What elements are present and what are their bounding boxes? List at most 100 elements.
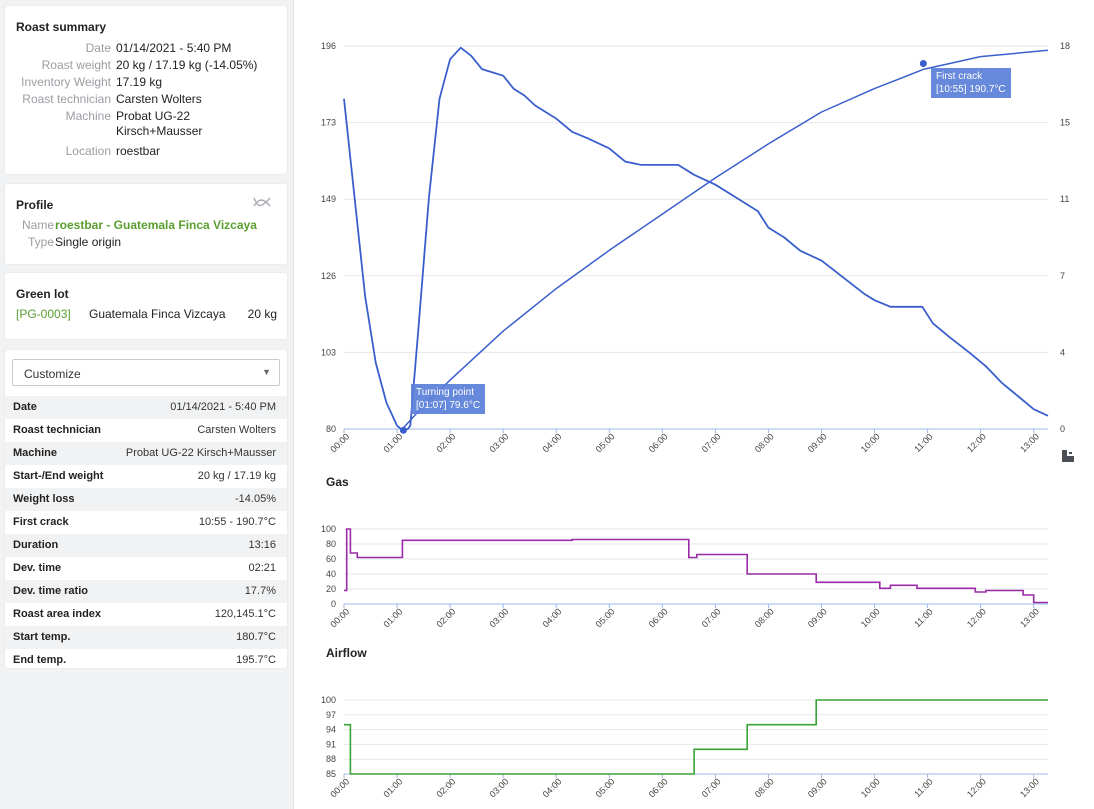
stats-label: Duration: [13, 539, 59, 551]
temp-right-tick: 7: [1060, 271, 1065, 281]
gas-x-tick: 10:00: [859, 606, 882, 629]
temp-x-tick: 11:00: [912, 432, 935, 455]
green-lot-title: Green lot: [16, 287, 69, 301]
airflow-x-tick: 05:00: [594, 776, 617, 799]
temp-right-tick: 15: [1060, 118, 1070, 128]
stats-value: 10:55 - 190.7°C: [198, 516, 276, 528]
temp-x-tick: 00:00: [328, 431, 351, 454]
airflow-x-tick: 01:00: [381, 776, 404, 799]
green-lot-name: Guatemala Finca Vizcaya: [89, 307, 226, 321]
stats-row: Start-/End weight 20 kg / 17.19 kg: [5, 465, 287, 488]
first-crack-tooltip: First crack [10:55] 190.7°C: [931, 68, 1011, 98]
stats-value: 01/14/2021 - 5:40 PM: [170, 401, 276, 413]
stats-label: Dev. time ratio: [13, 585, 88, 597]
airflow-x-tick: 09:00: [806, 776, 829, 799]
rate-line: [401, 49, 1049, 430]
temp-x-tick: 05:00: [594, 431, 617, 454]
temp-left-tick: 126: [321, 271, 336, 281]
airflow-x-tick: 07:00: [700, 776, 723, 799]
profile-title: Profile: [16, 198, 54, 212]
stats-label: First crack: [13, 516, 69, 528]
temp-right-tick: 11: [1060, 194, 1069, 204]
temp-left-tick: 80: [326, 424, 336, 434]
export-icon[interactable]: [1061, 449, 1075, 463]
stats-value: 120,145.1°C: [214, 608, 276, 620]
airflow-title: Airflow: [326, 646, 367, 660]
stats-row: End temp. 195.7°C: [5, 649, 287, 672]
stats-label: Roast technician: [13, 424, 102, 436]
stats-row: Roast technician Carsten Wolters: [5, 419, 287, 442]
gas-x-tick: 00:00: [328, 606, 351, 629]
stats-row: Start temp. 180.7°C: [5, 626, 287, 649]
stats-value: Carsten Wolters: [197, 424, 276, 436]
temp-x-tick: 07:00: [700, 431, 723, 454]
stats-label: Roast area index: [13, 608, 102, 620]
stats-value: 195.7°C: [236, 654, 276, 666]
roast-summary-title: Roast summary: [16, 20, 107, 34]
stats-value: 20 kg / 17.19 kg: [197, 470, 276, 482]
temp-x-tick: 08:00: [753, 431, 776, 454]
temp-x-tick: 13:00: [1018, 431, 1041, 454]
chevron-down-icon: ▼: [262, 367, 271, 377]
temp-x-tick: 10:00: [859, 431, 882, 454]
temp-right-tick: 18: [1060, 41, 1070, 51]
stats-row: Dev. time 02:21: [5, 557, 287, 580]
gas-x-tick: 11:00: [912, 607, 935, 630]
airflow-x-tick: 13:00: [1018, 776, 1041, 799]
customize-dropdown[interactable]: Customize ▼: [12, 359, 280, 386]
curve-icon[interactable]: [253, 196, 271, 208]
profile-type-label: Type: [27, 235, 54, 249]
temp-x-tick: 03:00: [488, 431, 511, 454]
gas-x-tick: 08:00: [753, 606, 776, 629]
temp-left-tick: 149: [321, 194, 336, 204]
stats-label: Machine: [13, 447, 58, 459]
gas-x-tick: 05:00: [594, 606, 617, 629]
gas-title: Gas: [326, 475, 349, 489]
turning-point-marker: [399, 426, 407, 434]
gas-x-tick: 13:00: [1018, 606, 1041, 629]
stats-value: 180.7°C: [236, 631, 276, 643]
airflow-x-tick: 06:00: [647, 776, 670, 799]
temp-right-tick: 4: [1060, 347, 1065, 357]
profile-name-link[interactable]: roestbar - Guatemala Finca Vizcaya: [55, 218, 257, 232]
gas-y-tick: 0: [331, 599, 336, 609]
gas-x-tick: 06:00: [647, 606, 670, 629]
airflow-y-tick: 100: [321, 695, 336, 705]
stats-row: Roast area index 120,145.1°C: [5, 603, 287, 626]
gas-x-tick: 02:00: [434, 606, 457, 629]
stats-value: 17.7%: [244, 585, 276, 597]
temp-x-tick: 04:00: [541, 431, 564, 454]
airflow-y-tick: 94: [326, 725, 336, 735]
temp-x-tick: 02:00: [434, 431, 457, 454]
airflow-y-tick: 97: [326, 710, 336, 720]
temp-right-tick: 0: [1060, 424, 1065, 434]
airflow-y-tick: 85: [326, 769, 336, 779]
airflow-y-tick: 91: [326, 739, 336, 749]
stats-row: Dev. time ratio 17.7%: [5, 580, 287, 603]
sidebar: Roast summary Date 01/14/2021 - 5:40 PM R…: [0, 0, 294, 809]
airflow-y-tick: 88: [326, 754, 336, 764]
gas-x-tick: 12:00: [965, 606, 988, 629]
stats-label: End temp.: [13, 654, 67, 666]
profile-type-value: Single origin: [55, 235, 122, 249]
profile-card: Profile Name roestbar - Guatemala Finca …: [5, 184, 287, 264]
stats-card: Customize ▼ Date 01/14/2021 - 5:40 PM Roas…: [5, 350, 287, 668]
airflow-x-tick: 02:00: [434, 776, 457, 799]
gas-x-tick: 03:00: [488, 606, 511, 629]
stats-value: Probat UG-22 Kirsch+Mausser: [125, 447, 276, 459]
turning-point-tooltip: Turning point [01:07] 79.6°C: [411, 384, 486, 414]
temp-left-tick: 196: [321, 41, 336, 51]
green-lot-code-link[interactable]: [PG-0003]: [16, 307, 71, 321]
stats-value: 02:21: [248, 562, 276, 574]
gas-x-tick: 07:00: [700, 606, 723, 629]
green-lot-card: Green lot [PG-0003] Guatemala Finca Vizc…: [5, 273, 287, 339]
stats-row: First crack 10:55 - 190.7°C: [5, 511, 287, 534]
airflow-line: [344, 699, 1048, 775]
stats-label: Date: [13, 401, 37, 413]
airflow-x-tick: 00:00: [328, 776, 351, 799]
stats-row: Date 01/14/2021 - 5:40 PM: [5, 396, 287, 419]
gas-x-tick: 09:00: [806, 606, 829, 629]
stats-label: Weight loss: [13, 493, 75, 505]
stats-label: Dev. time: [13, 562, 62, 574]
